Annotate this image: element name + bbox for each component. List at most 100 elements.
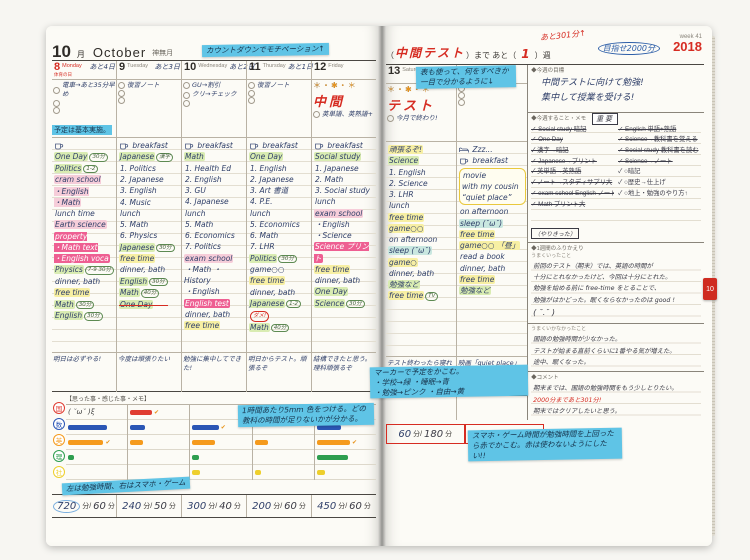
emoticon-doodle: ( ˘ω˘ )ξ <box>68 408 95 416</box>
comment-line: 期末ではクリアしたいと思う。 <box>533 407 621 415</box>
todo-checkbox <box>53 99 60 107</box>
good-label: うまくいったこと <box>531 252 572 259</box>
schedule-entry-text: free time <box>459 274 496 284</box>
schedule-entry: English 30分 <box>119 276 180 288</box>
task-item: ✓ One Day <box>531 136 563 144</box>
schedule-entry: 4. Music <box>119 197 180 208</box>
day-number: 8 <box>54 61 61 73</box>
todo-empty-row <box>118 97 180 105</box>
schedule-entry: sleep (˘ω˘) <box>459 218 526 229</box>
study-minutes: 450 <box>317 500 337 512</box>
schedule-entry: breakfast <box>119 140 180 151</box>
todo-checkbox <box>458 92 466 99</box>
schedule-entry-text: Japanese <box>119 152 156 162</box>
schedule-entry: read a book <box>459 251 526 262</box>
memo-cell <box>252 450 314 465</box>
sticky-countdown-motivation: カウントダウンでモチベーション↑ <box>201 43 329 58</box>
good-lines: 前回のテスト（期末）では、英語の時間が 十分にとれなかったけど、今回は十分にとれた… <box>531 258 701 323</box>
time-bar <box>130 424 146 430</box>
schedule-entry-text: One Day <box>249 152 284 162</box>
day-schedule: breakfast Japanese 漢字 1. Politics 2. Japanes… <box>117 138 181 353</box>
schedule-entry-text: dinner, bath <box>315 276 361 285</box>
cup-icon <box>120 143 129 150</box>
sticky-plan-note: 予定は基本実施。 <box>52 125 112 135</box>
task-item: ✓ exam school English ノート <box>531 189 615 197</box>
day-header: 8 Monday 体育の日 あと4日 <box>52 61 116 80</box>
subject-badge: 国 <box>53 402 65 414</box>
bad-lines: 国語の勉強時間が少なかった。 テストが始まる直前くらいに1番やる気が増えた。 途中、… <box>531 332 701 371</box>
day-column: 10 Wednesday あと2日 GU→割引 クリ→チェック breakfast Mat… <box>181 61 255 392</box>
day-column: 8 Monday 体育の日 あと4日 電車→あと35分早め 予定は基本実施。 One Day… <box>52 61 116 392</box>
holiday-label: 体育の日 <box>54 72 72 77</box>
schedule-entry: game○ <box>388 257 455 268</box>
schedule-entry: 頑張るぞ! <box>388 144 455 155</box>
memo-cell <box>252 465 314 480</box>
schedule-entry-text: English <box>119 276 149 286</box>
memo-cell <box>128 450 190 465</box>
check-doodle: ✔ <box>153 409 159 416</box>
task-item: ✓ Social study 暗記 <box>531 125 587 133</box>
schedule-entry-text: English <box>54 311 84 321</box>
memo-day-column: ✔ <box>127 405 190 480</box>
schedule-entry-text: Zzz... <box>470 145 493 154</box>
minutes-unit: 分 <box>363 503 371 510</box>
countdown-note: あと3日 <box>154 63 180 71</box>
todo-checkbox <box>458 99 466 106</box>
memo-day-column: ( ˘ω˘ )ξ ✔ <box>66 405 128 480</box>
todo-checkbox <box>118 90 125 98</box>
schedule-entry-text: on afternoon <box>389 235 438 244</box>
schedule-entry-text: lunch <box>389 201 410 211</box>
minutes-oval: 30分 <box>156 243 175 253</box>
schedule-entry-text: game○○ <box>388 223 425 233</box>
schedule-entry <box>54 140 115 151</box>
minutes-unit: 分/ <box>338 503 348 510</box>
study-minutes: 60 <box>398 428 412 440</box>
schedule-entry: free time <box>459 274 526 285</box>
schedule-entry: game○○ 「昼」 <box>459 240 526 251</box>
schedule-entry-text: sleep (˘ω˘) <box>459 218 504 228</box>
schedule-entry-text: dinner, bath <box>120 265 166 275</box>
schedule-entry-text: 1. Politics <box>120 163 156 173</box>
schedule-entry: dinner, bath <box>184 309 245 320</box>
schedule-entry: free time <box>249 275 310 286</box>
cup-icon <box>250 143 259 150</box>
minutes-oval: 30分 <box>89 153 108 162</box>
todo-empty-row <box>458 92 526 99</box>
schedule-entry: exam school <box>184 253 245 264</box>
schedule-entry: 4. P.E. <box>249 196 310 207</box>
schedule-entry: ・English <box>184 286 245 297</box>
schedule-entry-text: lunch <box>250 208 271 218</box>
memo-cell <box>66 450 128 465</box>
schedule-entry-text: Earth science <box>54 220 107 230</box>
header-until-label: ）まで あと（ <box>466 51 517 60</box>
memo-cell <box>66 420 128 435</box>
day-schedule: Zzz... breakfast movie with my cousin “qu… <box>457 142 528 357</box>
schedule-entry: Social study <box>314 151 375 162</box>
schedule-entry: One Day <box>314 286 375 297</box>
play-minutes: 180 <box>424 428 444 440</box>
memo-cell <box>190 450 252 465</box>
schedule-entry-text: 7. LHR <box>250 242 275 252</box>
check-doodle: ✔ <box>351 439 358 446</box>
schedule-entry: cram school ・English ・Math <box>54 174 115 208</box>
schedule-entry: 1. Politics <box>119 163 180 174</box>
schedule-entry: free time <box>388 212 455 223</box>
schedule-entry-text: One Day <box>119 299 154 309</box>
day-header: 11 Thursday あと1日 <box>247 61 313 80</box>
right-day-columns: 13 Saturday ＊・✱・＊ テスト 今月で終わり! 頑張るぞ! Science 1. … <box>386 65 528 421</box>
schedule-entry: Japanese 30分 <box>119 242 180 254</box>
reflection-bad-section: うまくいかなかったこと 国語の勉強時間が少なかった。 テストが始まる直前くらいに1… <box>528 324 704 373</box>
schedule-entry: lunch <box>249 208 310 219</box>
study-minutes: 240 <box>122 500 142 512</box>
schedule-entry-text: 4. Japanese <box>185 197 229 207</box>
daily-total-cell: 200 分/60 分 <box>246 495 311 517</box>
schedule-entry-text: 1. Japanese <box>315 163 359 173</box>
memo-header: 【思った事・感じた事・メモ】 <box>66 392 376 405</box>
play-minutes: 40 <box>219 500 232 512</box>
schedule-entry: sleep (˘ω˘) <box>388 245 455 256</box>
task-item: ✓ ○暗記 <box>618 168 641 176</box>
day-comment: 勉強に集中してできた! <box>182 353 246 392</box>
time-bar <box>192 439 216 445</box>
schedule-entry-text: lunch <box>185 208 206 218</box>
memo-cell <box>128 435 190 450</box>
